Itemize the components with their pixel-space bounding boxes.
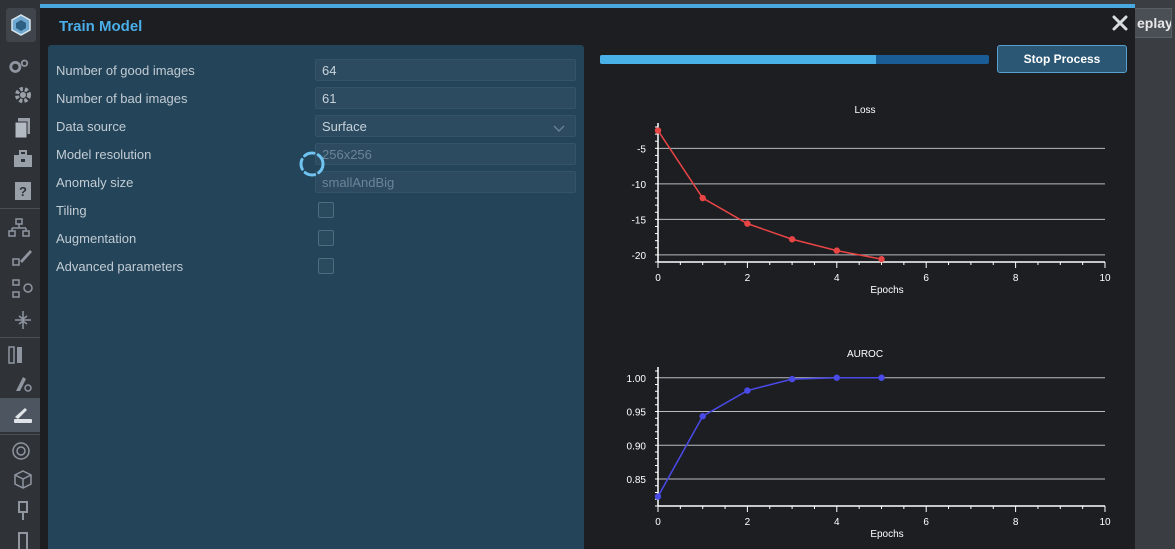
close-icon[interactable]: [1111, 14, 1129, 32]
loss-data-point: [878, 255, 885, 263]
auroc-x-tick-label: 8: [1013, 517, 1019, 528]
auroc-x-tick-label: 0: [655, 517, 661, 528]
app-sidebar: ?: [0, 0, 40, 549]
auroc-y-tick-label: 0.85: [627, 475, 647, 486]
auroc-y-tick-label: 0.95: [627, 408, 647, 419]
loss-y-tick-label: -10: [632, 180, 647, 191]
auroc-y-tick-label: 0.90: [627, 441, 647, 452]
good-images-label: Number of good images: [56, 63, 195, 78]
resolution-label: Model resolution: [56, 147, 152, 162]
sidebar-divider: [0, 208, 40, 209]
augmentation-label: Augmentation: [56, 231, 137, 246]
loss-data-point: [744, 220, 751, 227]
svg-text:?: ?: [19, 184, 27, 199]
loss-y-tick-label: -20: [632, 251, 647, 262]
help-icon[interactable]: ?: [12, 180, 34, 202]
loading-spinner-icon: [298, 150, 326, 183]
box-3d-icon[interactable]: [12, 468, 34, 490]
auroc-x-tick-label: 10: [1099, 517, 1111, 528]
stop-process-button[interactable]: Stop Process: [997, 45, 1127, 73]
loss-x-tick-label: 8: [1013, 273, 1019, 284]
good-images-field[interactable]: 64: [315, 59, 576, 81]
loss-chart: Loss -5 -10 -15 -20 0 2 4 6 8 10 Epochs: [632, 105, 1111, 296]
auroc-data-point: [744, 387, 751, 394]
dialog-title: Train Model: [59, 18, 143, 35]
chevron-down-icon: [553, 121, 565, 136]
data-source-label: Data source: [56, 119, 127, 134]
loss-data-point: [788, 236, 796, 243]
auroc-data-point: [833, 374, 840, 381]
tiling-label: Tiling: [56, 203, 87, 218]
anomaly-size-label: Anomaly size: [56, 175, 134, 190]
train-model-dialog: Train Model Number of good images 64 Num…: [40, 4, 1135, 549]
auroc-data-point: [878, 374, 885, 381]
param-row-tiling: Tiling: [48, 199, 584, 223]
resolution-field[interactable]: 256x256: [315, 143, 576, 165]
auroc-x-tick-label: 4: [834, 517, 840, 528]
merge-icon[interactable]: [12, 309, 34, 331]
loss-x-tick-label: 2: [745, 273, 751, 284]
bad-images-label: Number of bad images: [56, 91, 188, 106]
param-row-anomaly-size: Anomaly size smallAndBig: [48, 171, 584, 195]
loss-data-point: [699, 194, 706, 202]
progress-fill: [600, 55, 877, 64]
loss-x-tick-label: 4: [834, 273, 840, 284]
settings-gear-icon[interactable]: [12, 84, 34, 106]
bad-images-field[interactable]: 61: [315, 87, 576, 109]
param-row-advanced: Advanced parameters: [48, 255, 584, 279]
loss-x-tick-label: 0: [655, 273, 661, 284]
loss-series-line: [657, 130, 882, 260]
replay-tab[interactable]: eplay: [1134, 8, 1172, 38]
device-icon[interactable]: [12, 530, 34, 549]
data-source-value: Surface: [322, 119, 367, 134]
param-row-bad-images: Number of bad images 61: [48, 87, 584, 111]
param-row-good-images: Number of good images 64: [48, 59, 584, 83]
parameters-panel: Number of good images 64 Number of bad i…: [48, 45, 584, 549]
param-row-augmentation: Augmentation: [48, 227, 584, 251]
data-source-select[interactable]: Surface: [315, 115, 576, 137]
data-tools-icon[interactable]: [8, 344, 30, 366]
loss-title: Loss: [854, 105, 875, 116]
auroc-x-axis-label: Epochs: [870, 529, 903, 540]
network-icon[interactable]: [8, 217, 30, 239]
auroc-y-tick-label: 1.00: [627, 374, 647, 385]
gears-icon[interactable]: [8, 55, 30, 77]
auroc-data-point: [699, 413, 706, 420]
param-row-resolution: Model resolution 256x256: [48, 143, 584, 167]
anomaly-size-field[interactable]: smallAndBig: [315, 171, 576, 193]
auroc-series-line: [657, 377, 882, 497]
globe-icon[interactable]: [10, 440, 32, 462]
auroc-data-point: [788, 375, 796, 383]
loss-data-point: [833, 247, 840, 254]
auroc-x-tick-label: 6: [923, 517, 929, 528]
auroc-data-point: [654, 493, 662, 500]
pin-icon[interactable]: [12, 500, 34, 522]
auroc-chart: AUROC 1.00 0.95 0.90 0.85 0 2 4 6 8 10 Epochs: [627, 349, 1111, 540]
training-progress-bar: [600, 55, 989, 64]
sidebar-divider: [0, 337, 40, 338]
toolbox-icon[interactable]: [12, 148, 34, 170]
brush-settings-icon[interactable]: [12, 372, 34, 394]
advanced-label: Advanced parameters: [56, 259, 184, 274]
loss-x-tick-label: 6: [923, 273, 929, 284]
loss-y-tick-label: -5: [637, 144, 646, 155]
advanced-checkbox[interactable]: [318, 258, 334, 274]
loss-x-axis-label: Epochs: [870, 285, 903, 296]
loss-x-tick-label: 10: [1099, 273, 1111, 284]
app-logo-icon[interactable]: [6, 8, 36, 42]
loss-data-point: [654, 127, 662, 134]
edit-flow-icon[interactable]: [12, 246, 34, 268]
augmentation-checkbox[interactable]: [318, 230, 334, 246]
train-brush-icon[interactable]: [12, 404, 34, 426]
flow-search-icon[interactable]: [12, 278, 34, 300]
documents-icon[interactable]: [12, 117, 34, 139]
tiling-checkbox[interactable]: [318, 202, 334, 218]
auroc-x-tick-label: 2: [745, 517, 751, 528]
auroc-title: AUROC: [847, 349, 883, 360]
sidebar-divider: [0, 434, 40, 435]
param-row-data-source: Data source Surface: [48, 115, 584, 139]
loss-y-tick-label: -15: [632, 215, 647, 226]
